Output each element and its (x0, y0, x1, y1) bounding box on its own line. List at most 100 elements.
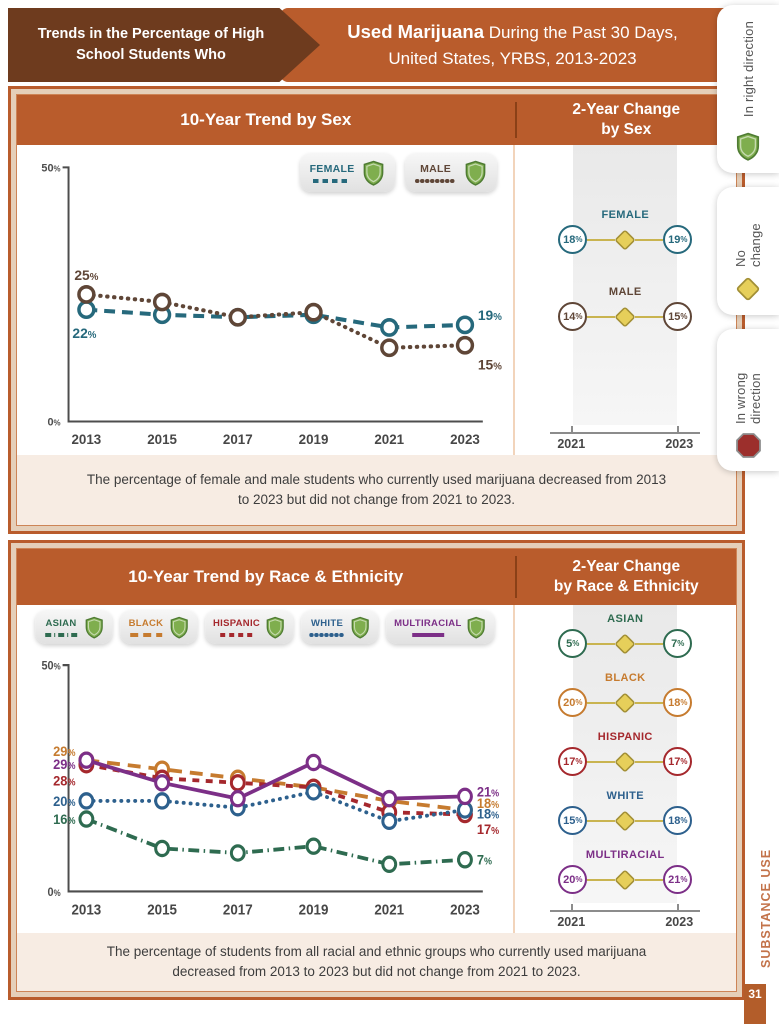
connector-line (587, 238, 616, 241)
change-axis: 2021 2023 (550, 904, 701, 929)
connector-line (587, 701, 616, 704)
x-tick-label: 2021 (374, 901, 404, 918)
chart-axes (62, 166, 483, 423)
data-point (304, 302, 323, 322)
x-tick-label: 2019 (299, 901, 329, 918)
x-tick-label: 2013 (71, 901, 101, 918)
green-shield-icon (362, 160, 385, 186)
change-panel-race: ASIAN 5% 7% BLACK 20% 18% HISPANIC 17% 17% WHITE 1… (515, 605, 736, 933)
change-panel-sex: FEMALE 18% 19% MALE 14% 15% 2021 2023 (515, 145, 736, 455)
panel-race-frame: 10-Year Trend by Race & Ethnicity 2-Year… (11, 543, 742, 997)
connector-line (635, 238, 664, 241)
value-label: 7% (477, 852, 493, 868)
series-line-male (84, 292, 467, 350)
x-tick-label: 2023 (450, 432, 480, 447)
legend-item-black: BLACK (119, 610, 197, 644)
legend-label: HISPANIC (212, 617, 261, 629)
page-title-bold: Used Marijuana (347, 21, 485, 43)
green-shield-icon (467, 616, 487, 639)
green-shield-icon (169, 616, 189, 639)
legend-line-sample (129, 632, 162, 637)
change-group-multiracial: MULTIRACIAL 20% 21% (515, 849, 736, 894)
panel-race-header: 10-Year Trend by Race & Ethnicity 2-Year… (17, 549, 736, 605)
data-point (305, 753, 322, 772)
data-point (154, 839, 171, 858)
change-group-black: BLACK 20% 18% (515, 672, 736, 717)
data-point (78, 751, 95, 769)
value-label: 29% (53, 756, 76, 772)
legend-line-sample (411, 632, 444, 637)
panel-sex-header: 10-Year Trend by Sex 2-Year Change by Se… (17, 95, 736, 145)
data-point (229, 774, 246, 792)
series-line-hispanic (86, 762, 466, 817)
series-line-white (84, 789, 467, 824)
page-subtitle: United States, YRBS, 2013-2023 (388, 49, 637, 69)
legend-line-sample (309, 632, 346, 637)
legend-label: ASIAN (45, 617, 77, 629)
no-change-diamond-icon (613, 228, 637, 252)
side-tab-right-direction-label: In right direction (740, 21, 756, 118)
header-divider (514, 102, 517, 138)
value-circle-2021: 15% (558, 806, 588, 835)
change-axis-year: 2023 (665, 915, 694, 929)
line-chart-sex-svg: 50% 0% 2013 2015 2017 2019 2021 2023 22% 19% 25% 15… (41, 162, 502, 447)
connector-line (587, 642, 616, 645)
green-shield-icon (84, 616, 104, 639)
data-point (305, 783, 322, 801)
value-circle-2021: 20% (558, 865, 588, 894)
connector-line (635, 819, 664, 822)
red-octagon-icon (735, 432, 762, 459)
value-label: 19% (478, 307, 502, 323)
legend-race: ASIAN BLACK HISPANIC WHITE MULTIRACIAL (34, 610, 495, 644)
data-point (228, 307, 247, 327)
value-label: 25% (74, 267, 98, 283)
data-point (229, 789, 246, 808)
value-circle-2023: 7% (663, 629, 693, 658)
y-tick-label: 0% (48, 886, 62, 899)
legend-line-sample (220, 632, 253, 637)
change-band (573, 145, 678, 425)
header-divider (514, 556, 517, 598)
page-title: Used Marijuana During the Past 30 Days, (347, 18, 677, 46)
caption-sex: The percentage of female and male studen… (17, 455, 736, 525)
value-label: 17% (477, 822, 500, 838)
chart-axes (62, 664, 483, 893)
data-point (381, 812, 398, 831)
data-point (78, 810, 95, 828)
legend-item-asian: ASIAN (34, 610, 112, 644)
value-label: 18% (477, 806, 500, 822)
value-label: 20% (53, 793, 76, 809)
change-title-sex: 2-Year Change by Sex (572, 100, 681, 138)
value-circle-2021: 20% (558, 688, 588, 717)
green-shield-icon (464, 160, 487, 186)
series-line-female (86, 307, 466, 330)
value-circle-2021: 18% (558, 225, 588, 254)
side-tab-right-direction: In right direction (717, 5, 779, 173)
panel-sex-frame: 10-Year Trend by Sex 2-Year Change by Se… (11, 89, 742, 531)
value-label: 15% (478, 356, 502, 372)
panel-race: 10-Year Trend by Race & Ethnicity 2-Year… (8, 540, 745, 1000)
legend-line-sample (313, 178, 352, 183)
line-chart-race: ASIAN BLACK HISPANIC WHITE MULTIRACIAL 50% 0%… (17, 605, 515, 933)
x-tick-label: 2015 (147, 432, 177, 447)
value-circle-2023: 18% (663, 688, 693, 717)
series-line-black (86, 758, 466, 812)
line-chart-race-svg: 50% 0% 2013 2015 2017 2019 2021 2023 16% 7% 29% 18%… (41, 660, 500, 918)
data-point (455, 335, 475, 355)
data-point (457, 851, 473, 869)
legend-label: WHITE (311, 617, 344, 629)
change-group-label: ASIAN (607, 613, 644, 625)
change-axis-year: 2023 (665, 437, 694, 451)
line-chart-sex: FEMALE MALE 50% 0% 2013 2015 2017 2019 2021 2023… (17, 145, 515, 455)
change-group-asian: ASIAN 5% 7% (515, 613, 736, 658)
legend-label: BLACK (128, 617, 164, 629)
change-title-race: 2-Year Change by Race & Ethnicity (553, 557, 699, 595)
data-point (457, 787, 473, 806)
connector-line (587, 760, 616, 763)
side-tab-no-change-label: No change (733, 223, 763, 267)
value-circle-2021: 14% (558, 302, 588, 331)
series-line-multiracial (85, 758, 466, 801)
x-tick-label: 2015 (147, 901, 177, 918)
change-group-label: HISPANIC (597, 731, 653, 743)
no-change-diamond-icon (613, 632, 637, 656)
